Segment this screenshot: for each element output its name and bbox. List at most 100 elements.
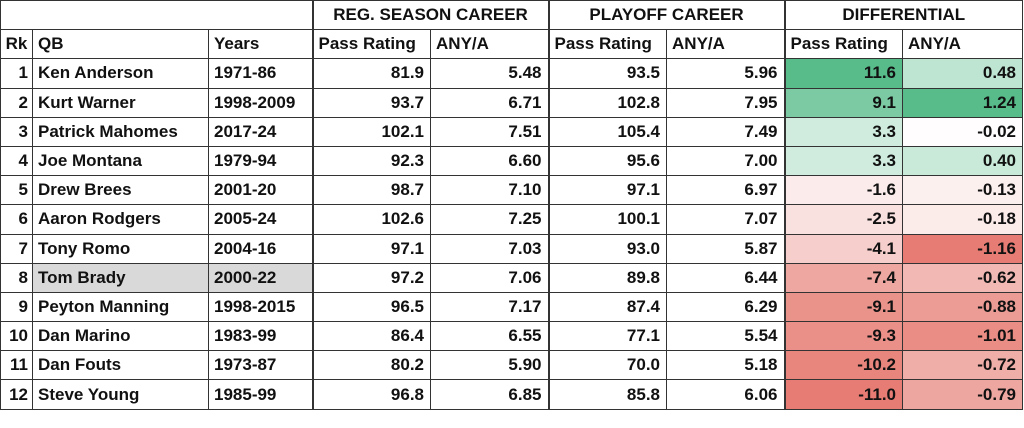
po-anya-cell: 6.97 (666, 175, 786, 206)
po-pass-rating-cell: 102.8 (547, 87, 668, 118)
table-row: 4 Joe Montana 1979-94 92.3 6.60 95.6 7.00 3.3 0.… (0, 145, 1024, 177)
po-anya-cell: 5.96 (666, 58, 786, 89)
years-cell: 2017-24 (207, 116, 314, 147)
col-header-qb: QB (32, 29, 209, 60)
diff-anya-cell: -0.79 (902, 379, 1024, 410)
po-pass-rating-cell: 77.1 (547, 321, 668, 352)
po-pass-rating-cell: 85.8 (547, 379, 668, 410)
table-row: 6 Aaron Rodgers 2005-24 102.6 7.25 100.1 7.07-… (0, 204, 1024, 235)
reg-pass-rating-cell: 92.3 (311, 145, 432, 177)
qb-cell: Joe Montana (32, 145, 209, 177)
diff-pass-rating-cell: 11.6 (783, 58, 904, 89)
column-header-row: Rk QB Years Pass Rating ANY/A Pass Ratin… (0, 29, 1024, 60)
diff-pass-rating-cell: -9.1 (783, 291, 904, 323)
diff-pass-rating-cell: -9.3 (783, 321, 904, 352)
diff-anya-cell: -0.18 (902, 204, 1024, 235)
po-anya-cell: 7.07 (666, 204, 786, 235)
po-anya-cell: 5.54 (666, 321, 786, 352)
po-pass-rating-cell: 97.1 (547, 175, 668, 206)
table-row: 1 Ken Anderson 1971-86 81.9 5.48 93.5 5.96 11.6… (0, 58, 1024, 89)
table-body: 1 Ken Anderson 1971-86 81.9 5.48 93.5 5.96 11.6… (0, 58, 1024, 410)
reg-pass-rating-cell: 86.4 (311, 321, 432, 352)
diff-pass-rating-cell: -4.1 (783, 233, 904, 264)
group-header-row: REG. SEASON CAREER PLAYOFF CAREER DIFFER… (0, 0, 1024, 31)
qb-cell: Aaron Rodgers (32, 204, 209, 235)
po-anya-cell: 5.18 (666, 350, 786, 381)
diff-anya-cell: -0.02 (902, 116, 1024, 147)
table-row: 3 Patrick Mahomes 2017-24 102.1 7.51 105.4 7.4… (0, 116, 1024, 147)
po-anya-cell: 7.49 (666, 116, 786, 147)
reg-pass-rating-cell: 96.8 (311, 379, 432, 410)
reg-anya-cell: 6.71 (430, 87, 550, 118)
qb-cell: Dan Marino (32, 321, 209, 352)
diff-pass-rating-cell: 9.1 (783, 87, 904, 118)
po-pass-rating-cell: 87.4 (547, 291, 668, 323)
col-header-rk: Rk (0, 29, 33, 60)
po-anya-cell: 7.00 (666, 145, 786, 177)
qb-cell: Tony Romo (32, 233, 209, 264)
reg-anya-cell: 7.51 (430, 116, 550, 147)
years-cell: 1983-99 (207, 321, 314, 352)
rank-cell: 1 (0, 58, 33, 89)
years-cell: 1979-94 (207, 145, 314, 177)
years-cell: 2001-20 (207, 175, 314, 206)
reg-anya-cell: 6.55 (430, 321, 550, 352)
diff-anya-cell: 0.48 (902, 58, 1024, 89)
reg-pass-rating-cell: 97.2 (311, 262, 432, 293)
po-anya-cell: 6.29 (666, 291, 786, 323)
qb-cell: Drew Brees (32, 175, 209, 206)
reg-pass-rating-cell: 98.7 (311, 175, 432, 206)
col-header-diff-anya: ANY/A (902, 29, 1024, 60)
qb-cell: Ken Anderson (32, 58, 209, 89)
group-header-playoff: PLAYOFF CAREER (547, 0, 786, 31)
po-pass-rating-cell: 95.6 (547, 145, 668, 177)
col-header-diff-pass-rating: Pass Rating (783, 29, 904, 60)
reg-pass-rating-cell: 80.2 (311, 350, 432, 381)
po-pass-rating-cell: 105.4 (547, 116, 668, 147)
group-header-blank (0, 0, 314, 31)
qb-cell: Peyton Manning (32, 291, 209, 323)
qb-cell: Kurt Warner (32, 87, 209, 118)
diff-pass-rating-cell: -7.4 (783, 262, 904, 293)
years-cell: 1998-2015 (207, 291, 314, 323)
table-row: 2 Kurt Warner 1998-2009 93.7 6.71 102.8 7.95 9.… (0, 87, 1024, 118)
diff-anya-cell: -0.13 (902, 175, 1024, 206)
diff-anya-cell: 0.40 (902, 145, 1024, 177)
diff-pass-rating-cell: -1.6 (783, 175, 904, 206)
diff-pass-rating-cell: -10.2 (783, 350, 904, 381)
diff-pass-rating-cell: -11.0 (783, 379, 904, 410)
po-pass-rating-cell: 93.0 (547, 233, 668, 264)
rank-cell: 5 (0, 175, 33, 206)
rank-cell: 3 (0, 116, 33, 147)
table-row: 5 Drew Brees 2001-20 98.7 7.10 97.1 6.97 -1.6 -0… (0, 175, 1024, 206)
reg-pass-rating-cell: 96.5 (311, 291, 432, 323)
col-header-reg-pass-rating: Pass Rating (311, 29, 432, 60)
table-row: 7 Tony Romo 2004-16 97.1 7.03 93.0 5.87 -4.1 -1.… (0, 233, 1024, 264)
qb-comparison-table: REG. SEASON CAREER PLAYOFF CAREER DIFFER… (0, 0, 1024, 410)
reg-pass-rating-cell: 93.7 (311, 87, 432, 118)
years-cell: 1973-87 (207, 350, 314, 381)
rank-cell: 10 (0, 321, 33, 352)
rank-cell: 11 (0, 350, 33, 381)
col-header-years: Years (207, 29, 314, 60)
reg-anya-cell: 7.17 (430, 291, 550, 323)
reg-anya-cell: 7.03 (430, 233, 550, 264)
table-row: 9 Peyton Manning 1998-2015 96.5 7.17 87.4 6.29… (0, 291, 1024, 323)
reg-anya-cell: 7.10 (430, 175, 550, 206)
po-pass-rating-cell: 93.5 (547, 58, 668, 89)
rank-cell: 12 (0, 379, 33, 410)
qb-cell: Patrick Mahomes (32, 116, 209, 147)
col-header-po-pass-rating: Pass Rating (547, 29, 668, 60)
po-anya-cell: 7.95 (666, 87, 786, 118)
reg-anya-cell: 6.60 (430, 145, 550, 177)
diff-anya-cell: -0.72 (902, 350, 1024, 381)
table-row: 11 Dan Fouts 1973-87 80.2 5.90 70.0 5.18 -10.2-… (0, 350, 1024, 381)
reg-pass-rating-cell: 102.6 (311, 204, 432, 235)
po-pass-rating-cell: 100.1 (547, 204, 668, 235)
diff-anya-cell: -0.62 (902, 262, 1024, 293)
diff-anya-cell: -1.01 (902, 321, 1024, 352)
diff-pass-rating-cell: 3.3 (783, 145, 904, 177)
years-cell: 2005-24 (207, 204, 314, 235)
years-cell: 1985-99 (207, 379, 314, 410)
years-cell: 2000-22 (207, 262, 314, 293)
